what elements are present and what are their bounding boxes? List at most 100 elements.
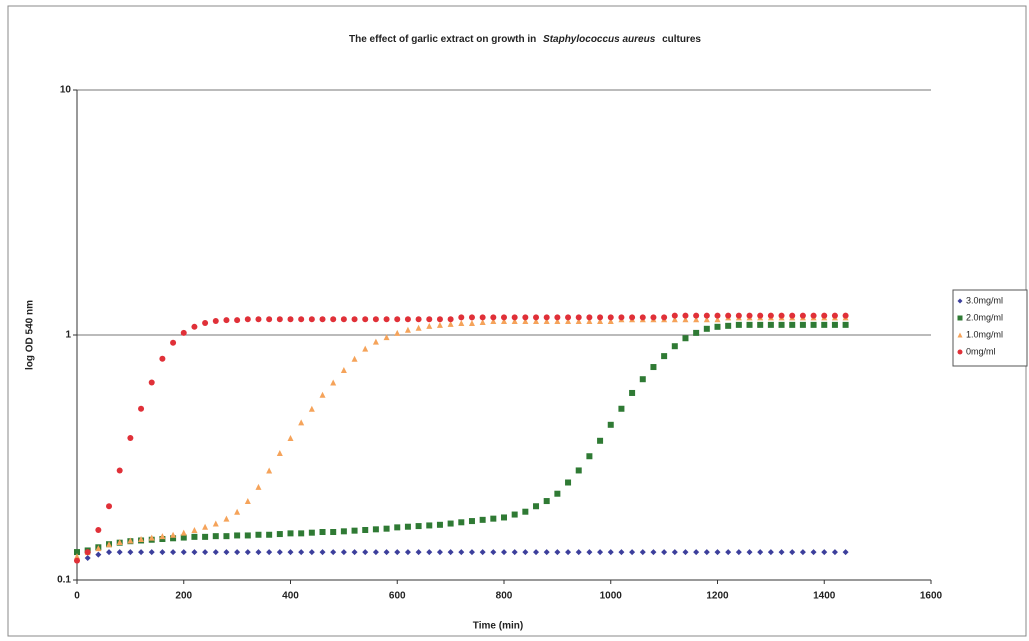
- marker: [458, 319, 465, 326]
- marker: [703, 549, 710, 556]
- y-axis-label: log OD 540 nm: [25, 300, 36, 370]
- x-tick-label: 1600: [920, 591, 943, 602]
- marker: [767, 321, 774, 328]
- marker: [148, 549, 155, 556]
- marker: [618, 405, 625, 412]
- marker: [757, 321, 764, 328]
- marker: [565, 479, 572, 486]
- marker: [223, 549, 230, 556]
- marker: [543, 314, 550, 321]
- marker: [308, 529, 315, 536]
- legend-marker: [957, 349, 963, 355]
- marker: [106, 541, 113, 548]
- marker: [725, 312, 732, 319]
- marker: [180, 534, 187, 541]
- marker: [394, 524, 401, 531]
- marker: [479, 314, 486, 321]
- marker: [148, 534, 155, 541]
- marker: [629, 549, 636, 556]
- title-part: The effect of garlic extract on growth i…: [349, 34, 536, 45]
- y-tick-label: 1: [65, 330, 71, 341]
- marker: [607, 318, 614, 325]
- marker: [212, 520, 219, 527]
- marker: [234, 549, 241, 556]
- legend-label: 0mg/ml: [966, 346, 996, 356]
- marker: [436, 321, 443, 328]
- x-tick-label: 800: [496, 591, 513, 602]
- marker: [287, 316, 294, 323]
- marker: [714, 549, 721, 556]
- marker: [202, 523, 209, 530]
- marker: [244, 532, 251, 539]
- marker: [404, 549, 411, 556]
- marker: [426, 522, 433, 529]
- marker: [447, 320, 454, 327]
- marker: [586, 314, 593, 321]
- marker: [629, 314, 636, 321]
- marker: [597, 314, 604, 321]
- marker: [404, 316, 411, 323]
- marker: [799, 321, 806, 328]
- marker: [650, 314, 657, 321]
- marker: [682, 316, 689, 323]
- marker: [703, 312, 710, 319]
- marker: [725, 322, 732, 329]
- marker: [84, 554, 91, 561]
- marker: [266, 467, 273, 474]
- marker: [693, 329, 700, 336]
- marker: [351, 527, 358, 534]
- marker: [362, 316, 369, 323]
- legend-marker: [957, 332, 963, 338]
- marker: [372, 526, 379, 533]
- marker: [575, 318, 582, 325]
- marker: [671, 549, 678, 556]
- marker: [266, 549, 273, 556]
- marker: [351, 355, 358, 362]
- x-tick-label: 600: [389, 591, 406, 602]
- marker: [276, 316, 283, 323]
- marker: [351, 549, 358, 556]
- marker: [575, 314, 582, 321]
- marker: [447, 549, 454, 556]
- marker: [138, 536, 145, 543]
- marker: [533, 314, 540, 321]
- marker: [554, 314, 561, 321]
- marker: [575, 467, 582, 474]
- marker: [607, 314, 614, 321]
- marker: [767, 549, 774, 556]
- marker: [693, 316, 700, 323]
- marker: [479, 549, 486, 556]
- marker: [468, 549, 475, 556]
- marker: [586, 318, 593, 325]
- marker: [212, 549, 219, 556]
- marker: [661, 353, 668, 360]
- marker: [372, 338, 379, 345]
- marker: [757, 312, 764, 319]
- marker: [106, 503, 113, 510]
- marker: [319, 316, 326, 323]
- marker: [586, 453, 593, 460]
- marker: [682, 335, 689, 342]
- marker: [778, 321, 785, 328]
- legend-marker: [957, 298, 963, 304]
- marker: [159, 549, 166, 556]
- marker: [468, 314, 475, 321]
- marker: [650, 364, 657, 371]
- marker: [244, 316, 251, 323]
- marker: [415, 316, 422, 323]
- marker: [842, 549, 849, 556]
- marker: [746, 321, 753, 328]
- marker: [234, 317, 241, 324]
- marker: [735, 312, 742, 319]
- marker: [180, 329, 187, 336]
- marker: [789, 549, 796, 556]
- marker: [372, 316, 379, 323]
- marker: [501, 314, 507, 321]
- marker: [383, 334, 390, 341]
- marker: [682, 549, 689, 556]
- marker: [404, 326, 411, 333]
- marker: [639, 376, 646, 383]
- marker: [234, 508, 241, 515]
- marker: [789, 321, 796, 328]
